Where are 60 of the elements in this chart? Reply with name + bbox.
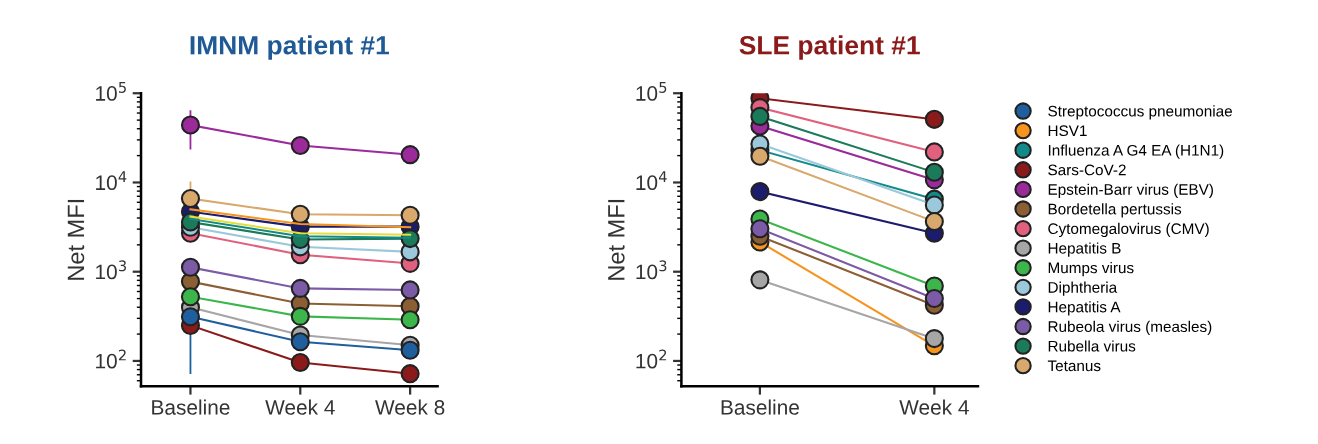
point [750,106,770,126]
point [290,332,310,352]
point [290,306,310,326]
point [400,280,420,300]
point [180,257,200,277]
y-tick-label: 10$^{2}$ [96,349,126,369]
legend-label: Hepatitis B [1048,242,1121,257]
point [180,115,200,135]
point [400,145,420,165]
point [924,329,944,349]
x-tick-label: Week 4 [265,399,335,415]
point [750,182,770,202]
legend-label: Tetanus [1047,360,1101,372]
legend-label: Sars-CoV-2 [1048,164,1126,176]
point [924,195,944,215]
point [750,270,770,290]
legend-label: HSV1 [1048,125,1087,137]
y-tick-label: 10$^{5}$ [96,82,126,101]
point [924,142,944,162]
legend-label: Bordetella pertussis [1048,203,1182,218]
y-tick-label: 10$^{3}$ [96,260,126,280]
point [290,352,310,373]
x-tick-label: Baseline [721,399,799,415]
legend-label: Streptococcus pneumoniae [1048,105,1232,120]
point [180,287,200,307]
point [290,204,310,224]
y-tick-label: 10$^{5}$ [636,82,667,101]
point [400,340,420,360]
point [750,146,770,166]
legend-label: Mumps virus [1048,262,1134,277]
point [924,162,944,182]
y-tick-label: 10$^{4}$ [636,171,667,191]
legend-label: Diphtheria [1048,281,1118,296]
point [924,109,944,129]
legend-label: Hepatitis A [1048,301,1121,316]
legend-label: Cytomegalovirus (CMV) [1048,222,1209,238]
point [290,135,310,155]
point [180,189,200,209]
legend-label: Influenza A G4 EA (H1N1) [1048,144,1224,159]
y-axis-title: Net MFI [67,199,85,280]
point [400,364,420,384]
point [290,278,310,298]
point [750,219,770,239]
x-tick-label: Week 4 [899,399,969,415]
point [400,310,420,330]
y-axis-title: Net MFI [608,199,625,280]
x-tick-label: Baseline [152,399,230,415]
x-tick-label: Week 8 [375,399,445,415]
y-tick-label: 10$^{2}$ [636,349,667,369]
legend-label: Epstein-Barr virus (EBV) [1048,183,1213,198]
point [180,307,200,327]
chart-title: SLE patient #1 [739,35,920,60]
point [924,289,944,309]
y-tick-label: 10$^{3}$ [636,260,667,280]
point [400,205,420,225]
point [924,211,944,232]
legend-label: Rubella virus [1048,340,1136,352]
chart-title: IMNM patient #1 [190,35,390,60]
legend-label: Rubeola virus (measles) [1048,320,1212,336]
y-tick-label: 10$^{4}$ [96,171,127,191]
